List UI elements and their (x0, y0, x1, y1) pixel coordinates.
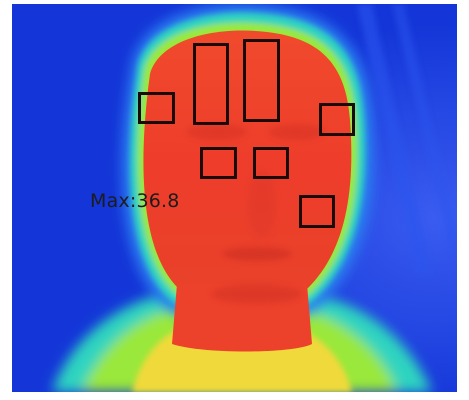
roi-right-inner-eye (253, 147, 289, 179)
roi-right-temple (319, 103, 355, 136)
roi-forehead-left (193, 43, 229, 125)
roi-left-inner-eye (200, 147, 237, 179)
max-temperature-label: Max:36.8 (90, 190, 180, 212)
roi-right-cheek (299, 195, 335, 228)
thermal-heatmap (12, 4, 457, 392)
thermal-image: Max:36.8 (12, 4, 457, 392)
roi-left-brow (138, 92, 175, 124)
roi-forehead-right (243, 39, 280, 122)
